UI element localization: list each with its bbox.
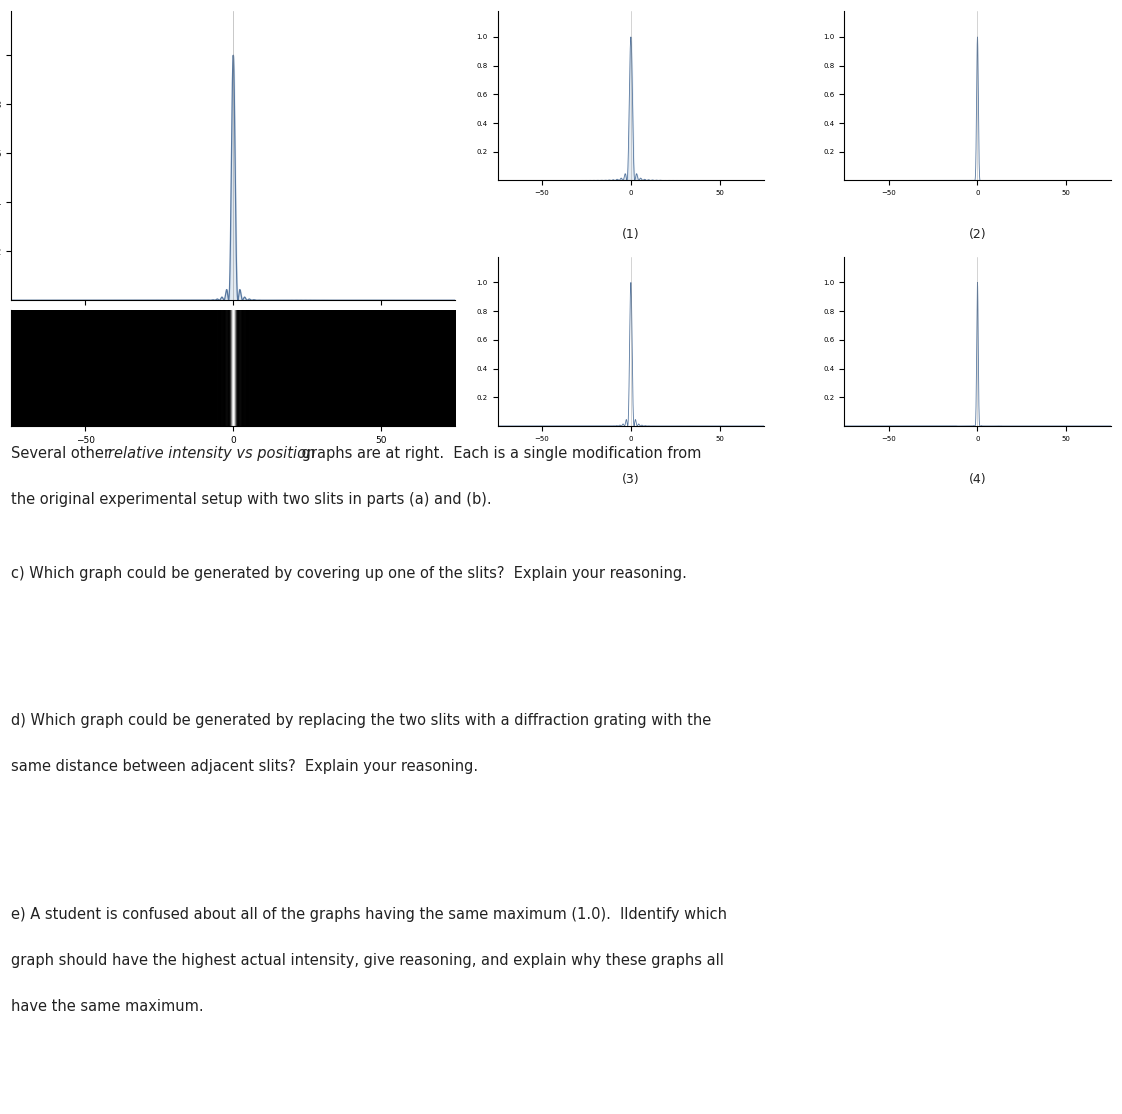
Text: e) A student is confused about all of the graphs having the same maximum (1.0). : e) A student is confused about all of th… [11,907,727,921]
Text: relative intensity vs position: relative intensity vs position [108,447,315,461]
Text: Several other: Several other [11,447,114,461]
Text: the original experimental setup with two slits in parts (a) and (b).: the original experimental setup with two… [11,492,491,507]
Text: (2): (2) [968,228,986,241]
Text: c) Which graph could be generated by covering up one of the slits?  Explain your: c) Which graph could be generated by cov… [11,566,687,582]
Text: d) Which graph could be generated by replacing the two slits with a diffraction : d) Which graph could be generated by rep… [11,713,711,729]
Text: graph should have the highest actual intensity, give reasoning, and explain why : graph should have the highest actual int… [11,952,724,968]
Text: same distance between adjacent slits?  Explain your reasoning.: same distance between adjacent slits? Ex… [11,760,478,774]
Text: graphs are at right.  Each is a single modification from: graphs are at right. Each is a single mo… [297,447,701,461]
Text: (3): (3) [622,473,640,487]
Text: (4): (4) [968,473,986,487]
Text: have the same maximum.: have the same maximum. [11,998,204,1014]
Text: (1): (1) [622,228,640,241]
